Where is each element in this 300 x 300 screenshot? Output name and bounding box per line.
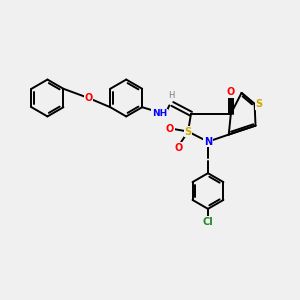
- Text: Cl: Cl: [202, 217, 213, 227]
- Text: O: O: [227, 87, 235, 97]
- Text: S: S: [256, 99, 262, 109]
- Text: NH: NH: [152, 109, 167, 118]
- Text: O: O: [84, 93, 93, 103]
- Text: O: O: [166, 124, 174, 134]
- Text: H: H: [169, 91, 175, 100]
- Text: S: S: [184, 127, 192, 136]
- Text: N: N: [204, 137, 212, 147]
- Text: O: O: [174, 143, 182, 153]
